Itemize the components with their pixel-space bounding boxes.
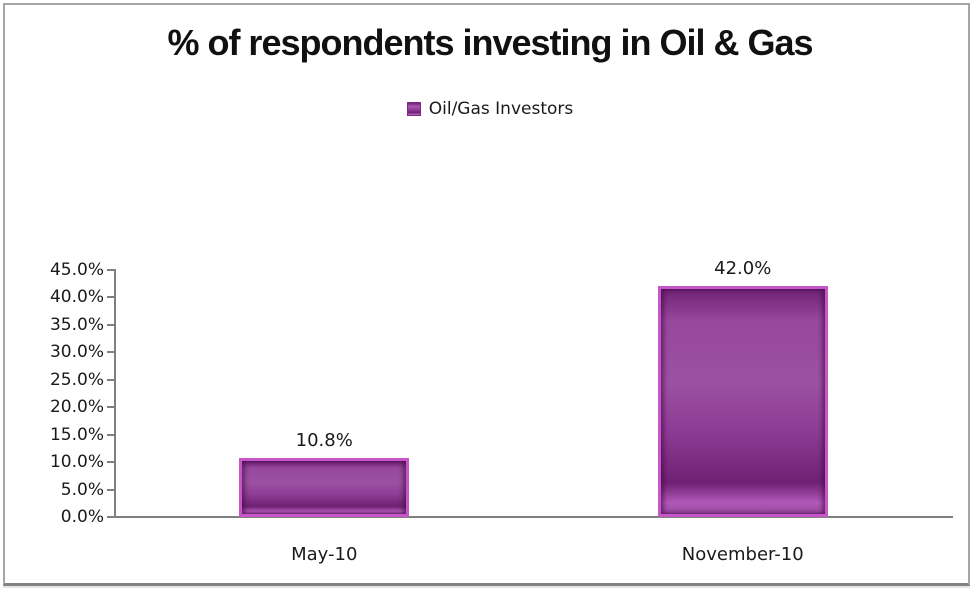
y-tick-mark — [107, 488, 115, 491]
y-tick-mark — [107, 461, 115, 464]
bar-value-label: 42.0% — [714, 258, 772, 279]
y-tick-mark — [107, 269, 115, 271]
x-axis-line — [114, 516, 953, 518]
x-category-label: November-10 — [681, 544, 804, 565]
bar-may-10 — [239, 458, 410, 517]
y-tick-label: 5.0% — [60, 479, 104, 500]
y-tick-mark — [107, 296, 115, 299]
y-tick-label: 20.0% — [49, 397, 104, 418]
y-tick-mark — [107, 433, 115, 436]
y-tick-label: 25.0% — [49, 369, 104, 390]
legend-label: Oil/Gas Investors — [428, 99, 574, 119]
y-axis-line — [114, 269, 116, 518]
y-tick-label: 30.0% — [49, 342, 104, 363]
y-tick-mark — [107, 378, 115, 381]
bar-value-label: 10.8% — [295, 430, 353, 451]
y-tick-label: 15.0% — [49, 424, 104, 445]
y-tick-label: 10.0% — [49, 452, 104, 473]
y-tick-mark — [107, 351, 115, 354]
legend-swatch-icon — [406, 102, 421, 116]
y-tick-mark — [107, 323, 115, 326]
bar-november-10 — [657, 286, 828, 517]
y-tick-label: 35.0% — [49, 314, 104, 335]
chart-title: % of respondents investing in Oil & Gas — [167, 22, 813, 63]
y-tick-mark — [107, 406, 115, 409]
y-tick-label: 45.0% — [49, 260, 104, 280]
x-category-label: May-10 — [291, 544, 358, 565]
legend: Oil/Gas Investors — [0, 99, 980, 119]
y-tick-mark — [107, 516, 115, 518]
y-tick-label: 40.0% — [49, 287, 104, 308]
y-tick-label: 0.0% — [60, 507, 104, 527]
